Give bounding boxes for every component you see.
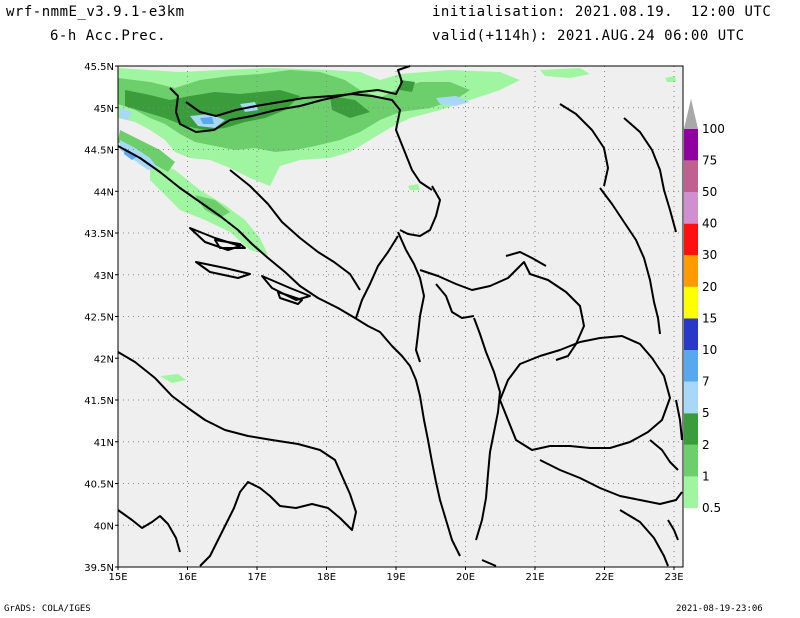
lon-label: 23E <box>664 572 683 583</box>
lat-label: 45N <box>94 104 114 115</box>
colorbar-segment <box>684 192 698 224</box>
lon-label: 19E <box>386 572 405 583</box>
longitude-labels: 15E 16E 17E 18E 19E 20E 21E 22E 23E <box>108 567 684 583</box>
colorbar-label: 75 <box>702 153 717 167</box>
footer-credit: GrADS: COLA/IGES <box>4 604 91 614</box>
colorbar-segment <box>684 128 698 161</box>
model-name: wrf-nmmE_v3.9.1-e3km <box>6 4 185 20</box>
colorbar-segment <box>684 318 698 350</box>
latitude-labels: 45.5N 45N 44.5N 44N 43.5N 43N 42.5N 42N 41.5N 41N… <box>84 62 118 574</box>
lat-label: 42.5N <box>84 313 114 324</box>
colorbar-segment <box>684 98 698 129</box>
colorbar-label: 15 <box>702 311 717 325</box>
colorbar-segment <box>684 350 698 382</box>
lat-label: 45.5N <box>84 62 114 73</box>
colorbar-low-end <box>684 508 698 564</box>
colorbar-label: 40 <box>702 217 717 231</box>
colorbar: 0.5 1 2 5 7 10 15 20 30 40 50 75 100 <box>684 98 725 564</box>
lat-label: 40.5N <box>84 480 114 491</box>
lon-label: 15E <box>108 572 127 583</box>
precip-dark <box>125 80 415 130</box>
lon-label: 16E <box>178 572 197 583</box>
colorbar-segment <box>684 160 698 192</box>
colorbar-segment <box>684 413 698 445</box>
coastlines-borders <box>117 65 683 567</box>
colorbar-label: 1 <box>702 469 710 483</box>
colorbar-label: 2 <box>702 438 710 452</box>
lon-label: 17E <box>247 572 266 583</box>
colorbar-segment <box>684 223 698 256</box>
field-name: 6-h Acc.Prec. <box>50 28 167 44</box>
footer-timestamp: 2021-08-19-23:06 <box>676 604 763 614</box>
lat-label: 43N <box>94 271 114 282</box>
colorbar-label: 5 <box>702 406 710 420</box>
lon-label: 18E <box>317 572 336 583</box>
colorbar-label: 20 <box>702 280 717 294</box>
colorbar-segment <box>684 444 698 477</box>
colorbar-segment <box>684 286 698 319</box>
lat-label: 39.5N <box>84 563 114 574</box>
lon-label: 21E <box>525 572 544 583</box>
colorbar-segment <box>684 381 698 414</box>
lon-label: 20E <box>456 572 475 583</box>
colorbar-label: 0.5 <box>702 501 721 515</box>
colorbar-label: 7 <box>702 375 710 389</box>
lat-label: 42N <box>94 354 114 365</box>
lat-label: 43.5N <box>84 229 114 240</box>
init-time: initialisation: 2021.08.19. 12:00 UTC <box>432 4 772 20</box>
lat-label: 41N <box>94 438 114 449</box>
lon-label: 22E <box>595 572 614 583</box>
colorbar-label: 100 <box>702 122 725 136</box>
colorbar-segment <box>684 255 698 287</box>
lat-label: 40N <box>94 521 114 532</box>
colorbar-label: 10 <box>702 343 717 357</box>
colorbar-segment <box>684 476 698 508</box>
colorbar-label: 30 <box>702 248 717 262</box>
lat-label: 44.5N <box>84 146 114 157</box>
valid-time: valid(+114h): 2021.AUG.24 06:00 UTC <box>432 28 745 44</box>
colorbar-label: 50 <box>702 185 717 199</box>
lat-label: 41.5N <box>84 396 114 407</box>
lat-label: 44N <box>94 187 114 198</box>
